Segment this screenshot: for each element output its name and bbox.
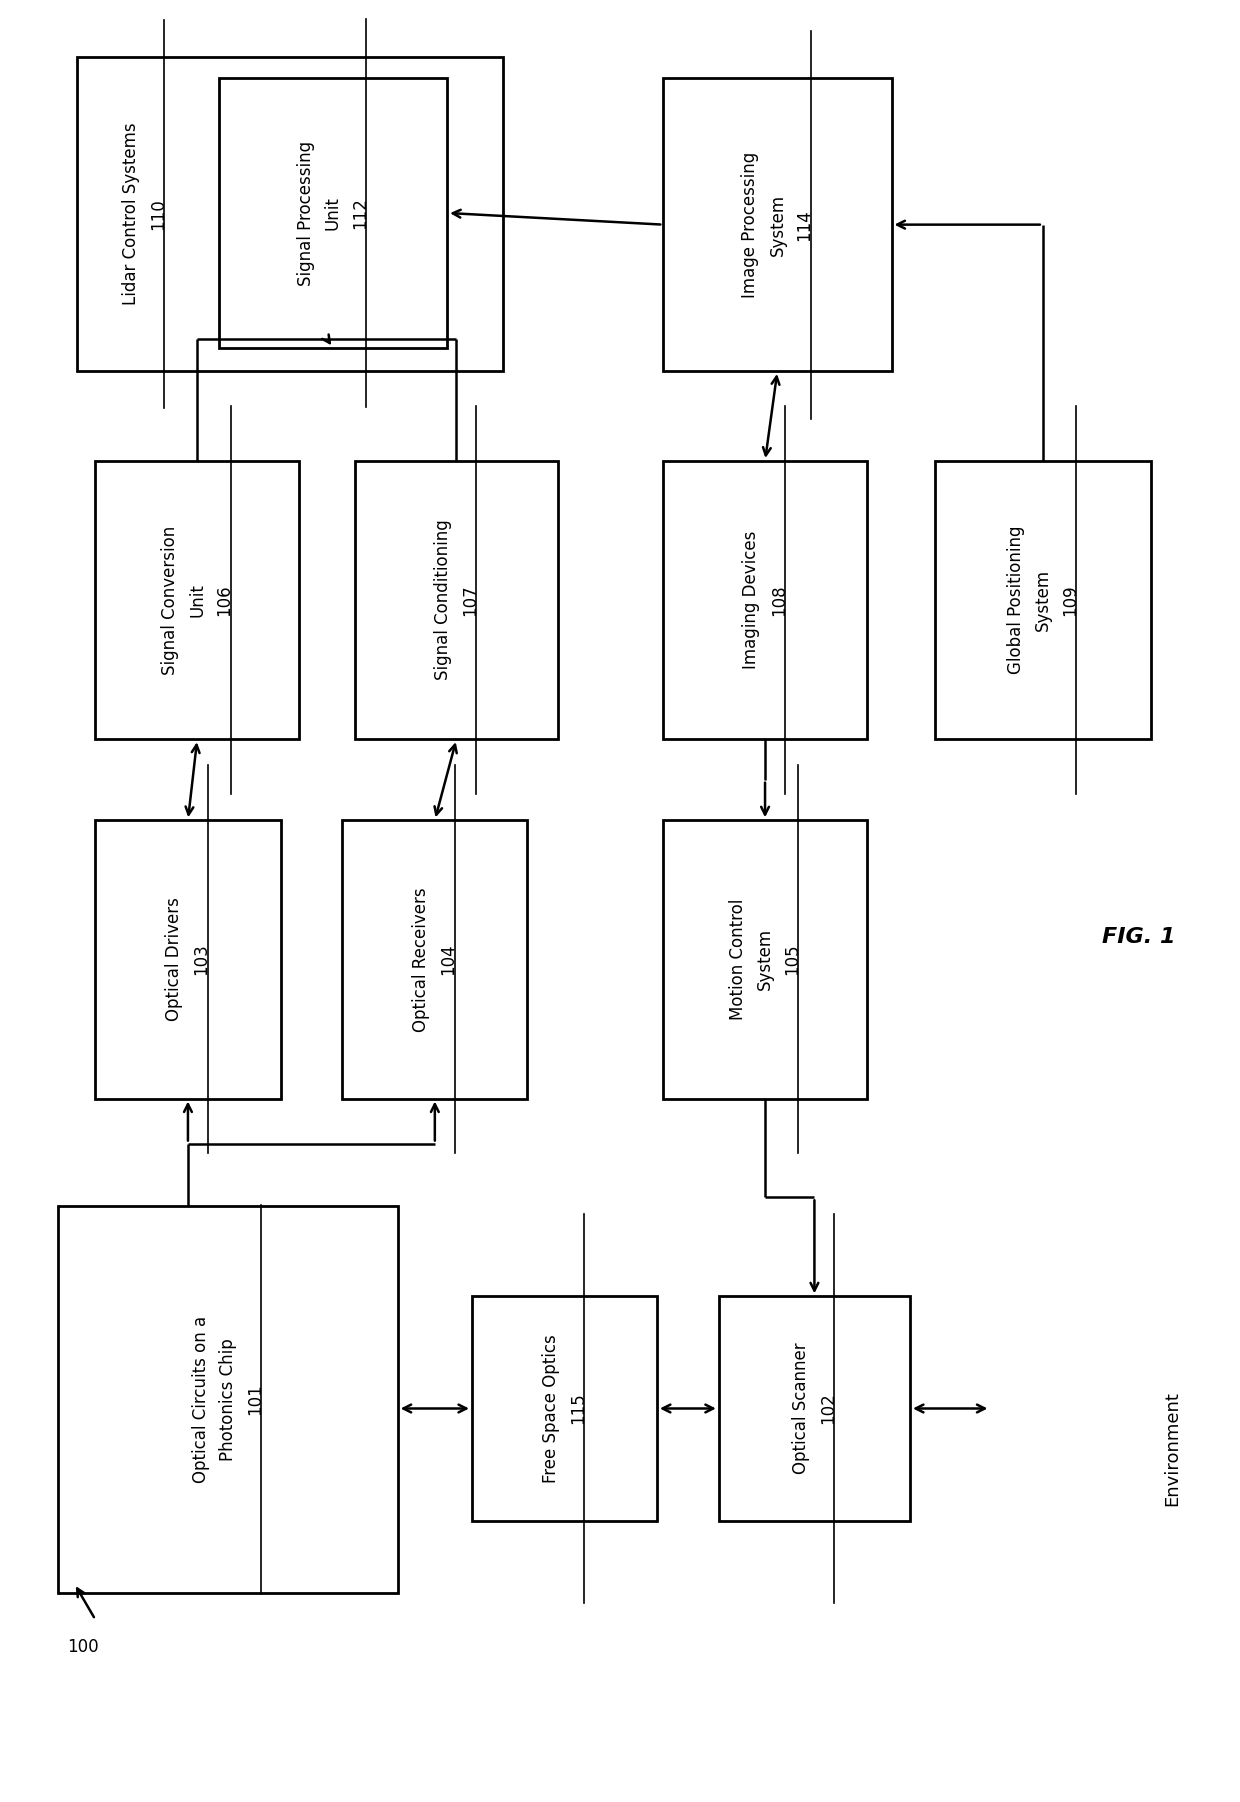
Text: 102: 102 <box>818 1393 837 1424</box>
Bar <box>355 461 558 739</box>
Text: Imaging Devices: Imaging Devices <box>743 532 760 669</box>
Bar <box>935 461 1151 739</box>
Text: 106: 106 <box>216 584 233 616</box>
Bar <box>719 1296 910 1521</box>
Text: Motion Control: Motion Control <box>729 899 746 1020</box>
Text: 115: 115 <box>569 1393 587 1424</box>
Text: 107: 107 <box>461 584 479 616</box>
Bar <box>95 820 280 1099</box>
Bar <box>663 461 867 739</box>
Bar <box>342 820 527 1099</box>
Text: 114: 114 <box>796 209 813 240</box>
Text: Global Positioning: Global Positioning <box>1007 526 1024 674</box>
Text: Signal Conversion: Signal Conversion <box>161 526 179 674</box>
Text: 108: 108 <box>770 584 787 616</box>
Text: Optical Circuits on a: Optical Circuits on a <box>192 1315 210 1483</box>
Text: 100: 100 <box>67 1638 99 1656</box>
Text: 109: 109 <box>1061 584 1079 616</box>
Text: FIG. 1: FIG. 1 <box>1101 926 1176 946</box>
Bar <box>663 77 892 371</box>
Bar <box>77 56 502 371</box>
Text: 104: 104 <box>439 944 458 975</box>
Bar <box>218 77 448 348</box>
Text: Unit: Unit <box>324 196 342 231</box>
Text: Optical Receivers: Optical Receivers <box>412 887 430 1033</box>
Text: 105: 105 <box>784 944 801 975</box>
Text: 110: 110 <box>149 198 167 229</box>
Text: 101: 101 <box>247 1384 264 1415</box>
Text: Optical Drivers: Optical Drivers <box>165 897 184 1022</box>
Text: 103: 103 <box>192 944 211 975</box>
Text: Optical Scanner: Optical Scanner <box>792 1342 810 1474</box>
Text: Image Processing: Image Processing <box>742 151 759 297</box>
Text: System: System <box>1034 569 1052 631</box>
Text: Photonics Chip: Photonics Chip <box>219 1339 237 1461</box>
Text: Environment: Environment <box>1163 1391 1182 1506</box>
Bar <box>472 1296 657 1521</box>
Text: Unit: Unit <box>188 584 206 616</box>
Bar <box>58 1206 398 1593</box>
Bar <box>95 461 299 739</box>
Text: Lidar Control Systems: Lidar Control Systems <box>123 123 140 305</box>
Text: 112: 112 <box>351 196 370 229</box>
Bar <box>663 820 867 1099</box>
Text: Signal Processing: Signal Processing <box>296 141 315 285</box>
Text: Free Space Optics: Free Space Optics <box>542 1333 560 1483</box>
Text: System: System <box>769 193 786 256</box>
Text: Signal Conditioning: Signal Conditioning <box>434 519 451 681</box>
Text: System: System <box>756 928 774 991</box>
